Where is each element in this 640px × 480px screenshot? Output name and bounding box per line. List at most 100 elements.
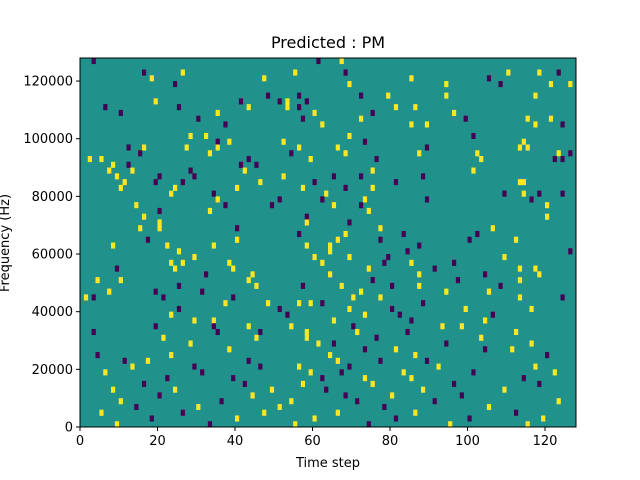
heatmap-cell [126,161,131,168]
x-tick-label: 60 [304,434,321,449]
heatmap-cell [351,294,356,301]
heatmap-cell [192,363,197,370]
heatmap-cell [103,369,108,376]
heatmap-cell [525,115,530,122]
heatmap-cell [409,317,414,324]
chart-title: Predicted : PM [271,33,385,52]
heatmap-cell [335,409,340,416]
heatmap-cell [328,242,333,249]
heatmap-cell [304,213,309,220]
heatmap-cell [393,346,399,353]
heatmap-cell [517,265,523,272]
heatmap-cell [537,271,542,278]
heatmap-cell [552,369,557,376]
heatmap-cell [421,173,426,180]
heatmap-cell [126,144,131,151]
heatmap-cell [122,357,127,364]
heatmap-cell [502,386,507,393]
heatmap-cell [479,156,484,163]
heatmap-cell [490,225,495,232]
heatmap-cell [444,288,449,295]
heatmap-cell [161,334,166,341]
heatmap-cell [95,277,100,284]
heatmap-cell [541,415,546,422]
heatmap-cell [153,323,158,330]
heatmap-cell [432,398,437,405]
heatmap-cell [285,104,290,111]
heatmap-cell [269,386,275,393]
heatmap-cell [95,352,100,359]
heatmap-cell [165,242,170,249]
heatmap-cell [324,386,329,393]
heatmap-cell [374,334,379,341]
heatmap-cell [568,81,573,88]
heatmap-cell [157,392,162,399]
heatmap-cell [207,421,213,428]
heatmap-cell [471,167,476,174]
heatmap-cell [277,403,282,411]
heatmap-cell [114,173,120,180]
heatmap-cell [459,323,464,330]
heatmap-cell [118,277,123,284]
heatmap-cell [169,190,174,197]
heatmap-cell [421,386,426,393]
heatmap-cell [176,282,182,289]
heatmap-cell [285,98,290,105]
heatmap-cell [297,92,302,99]
heatmap-cell [533,92,538,99]
y-tick-label: 80000 [32,190,73,205]
heatmap-cell [250,392,255,399]
heatmap-cell [300,380,306,387]
heatmap-cell [180,69,185,76]
heatmap-cell [475,230,480,238]
heatmap-cell [91,294,96,301]
heatmap-cell [207,207,213,214]
heatmap-cell [455,277,461,284]
heatmap-cell [479,334,484,341]
heatmap-cell [486,403,492,411]
heatmap-cell [537,380,542,387]
heatmap-cell [378,294,383,301]
heatmap-cell [517,277,523,284]
heatmap-cell [328,248,333,255]
heatmap-cell [188,340,193,347]
heatmap-cell [111,386,116,393]
heatmap-cell [192,173,197,180]
heatmap-cell [254,161,259,168]
heatmap-cell [211,317,216,324]
heatmap-cell [235,236,240,243]
heatmap-cell [180,259,185,266]
heatmap-cell [417,150,422,157]
heatmap-cell [370,184,375,191]
heatmap-cell [537,190,542,197]
heatmap-cell [227,259,232,266]
heatmap-cell [153,288,158,295]
heatmap-cell [320,196,325,203]
heatmap-cell [432,265,437,272]
heatmap-cell [560,190,565,197]
heatmap-cell [521,138,526,145]
heatmap-cell [223,300,228,307]
heatmap-cell [145,236,151,243]
heatmap-cell [83,294,89,301]
heatmap-cell [331,340,337,347]
heatmap-cell [304,334,309,341]
heatmap-cell [242,167,247,174]
heatmap-cell [444,81,449,88]
heatmap-cell [200,369,205,376]
heatmap-cell [533,265,538,272]
heatmap-cell [142,69,147,76]
y-axis: 0 20000 40000 60000 80000 100000 120000 [23,75,80,436]
heatmap-cell [362,138,368,145]
heatmap-cell [192,254,197,261]
heatmap-cell [138,150,143,157]
heatmap-cell [91,58,96,65]
heatmap-cell [173,81,178,88]
heatmap-cell [142,380,147,387]
heatmap-cell [188,132,193,140]
heatmap-cell [142,144,147,151]
heatmap-cell [390,305,395,312]
heatmap-cell [99,409,104,416]
heatmap-cell [304,328,309,336]
